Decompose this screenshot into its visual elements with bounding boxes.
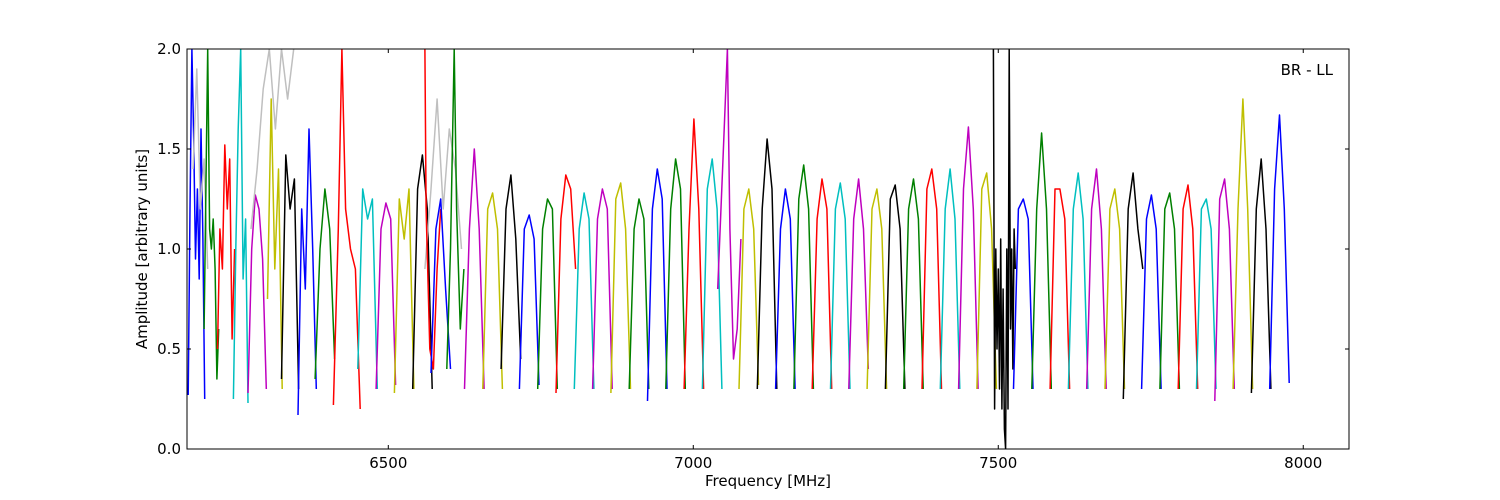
spectral-window-line-8 [266,98,283,390]
x-tick-label: 7000 [674,454,712,472]
spectral-window-line-49 [976,172,998,390]
spectral-window-line-23 [500,174,522,370]
spectral-window-line-14 [375,202,397,390]
spectral-window-line-56 [1104,188,1126,390]
spectral-window-line-6 [247,194,268,394]
y-tick-label: 0.0 [157,440,181,458]
spectral-window-line-16 [411,154,433,390]
spectral-window-line-64 [1250,158,1272,394]
spectral-window-line-10 [297,128,318,416]
spectral-window-line-37 [756,138,778,390]
spectral-window-line-47 [939,168,961,390]
spectral-window-line-55 [1085,168,1107,390]
y-tick-label: 1.5 [157,140,181,158]
spectral-window-line-27 [573,192,595,390]
spectral-window-line-58 [1140,194,1162,390]
spectral-window-line-13 [357,188,379,390]
spectral-window-line-39 [793,164,815,390]
spectral-window-line-42 [848,178,870,390]
y-axis: 0.0 0.5 1.0 1.5 2.0 [157,40,1349,458]
x-axis-label: Frequency [MHz] [705,472,831,490]
spectral-window-line-54 [1067,172,1089,390]
y-tick-label: 2.0 [157,40,181,58]
spectral-window-line-43 [866,188,888,390]
baseline-annotation: BR - LL [1281,61,1334,79]
y-tick-label: 1.0 [157,240,181,258]
x-tick-label: 8000 [1284,454,1322,472]
spectral-window-line-30 [628,198,650,390]
spectral-window-line-9 [280,154,300,390]
spectral-window-line-29 [610,182,632,394]
spectral-window-line-7 [250,49,295,230]
spectral-window-line-46 [921,168,943,390]
spectral-window-line-32 [665,158,687,390]
spectral-window-line-33 [683,118,705,390]
spectral-window-line-5 [232,49,249,404]
x-tick-label: 7500 [979,454,1017,472]
spectral-window-line-36 [738,188,760,390]
spectral-window-line-44 [884,184,906,390]
spectral-window-line-50 [992,49,1017,449]
spectral-window-line-28 [591,188,613,390]
spectral-window-line-3 [203,49,220,380]
spectral-window-line-12 [332,49,361,410]
spectral-window-line-15 [393,188,415,394]
spectral-window-line-48 [957,126,979,390]
spectral-window-line-57 [1122,172,1144,400]
spectral-window-line-35 [716,49,742,360]
spectral-window-line-40 [811,178,833,390]
spectral-window-line-20 [446,49,465,370]
spectral-window-line-59 [1159,192,1181,390]
spectral-window-line-19 [430,198,452,374]
x-tick-label: 6500 [369,454,407,472]
spectral-window-line-4 [216,144,236,350]
spectral-window-line-11 [314,188,336,380]
spectral-window-line-41 [829,182,851,390]
spectral-window-line-61 [1195,198,1217,390]
spectral-window-line-22 [482,192,504,390]
spectral-window-line-26 [555,174,577,394]
spectral-window-line-21 [463,148,485,390]
spectral-window-line-24 [518,214,540,390]
spectral-window-line-31 [646,168,668,402]
spectral-window-line-63 [1232,98,1254,390]
spectral-window-line-25 [536,198,559,390]
spectral-window-line-62 [1214,178,1236,402]
spectral-window-line-52 [1031,132,1053,390]
spectral-window-line-60 [1177,184,1199,390]
spectral-window-line-45 [902,178,924,390]
x-axis: 6500 7000 7500 8000 [369,49,1322,472]
spectral-window-line-65 [1268,114,1290,390]
spectral-window-line-53 [1049,188,1071,390]
spectral-window-line-38 [774,188,796,390]
y-tick-label: 0.5 [157,340,181,358]
series-layer [187,49,1290,449]
y-axis-label: Amplitude [arbitrary units] [133,149,151,349]
spectral-window-line-51 [1012,198,1034,390]
